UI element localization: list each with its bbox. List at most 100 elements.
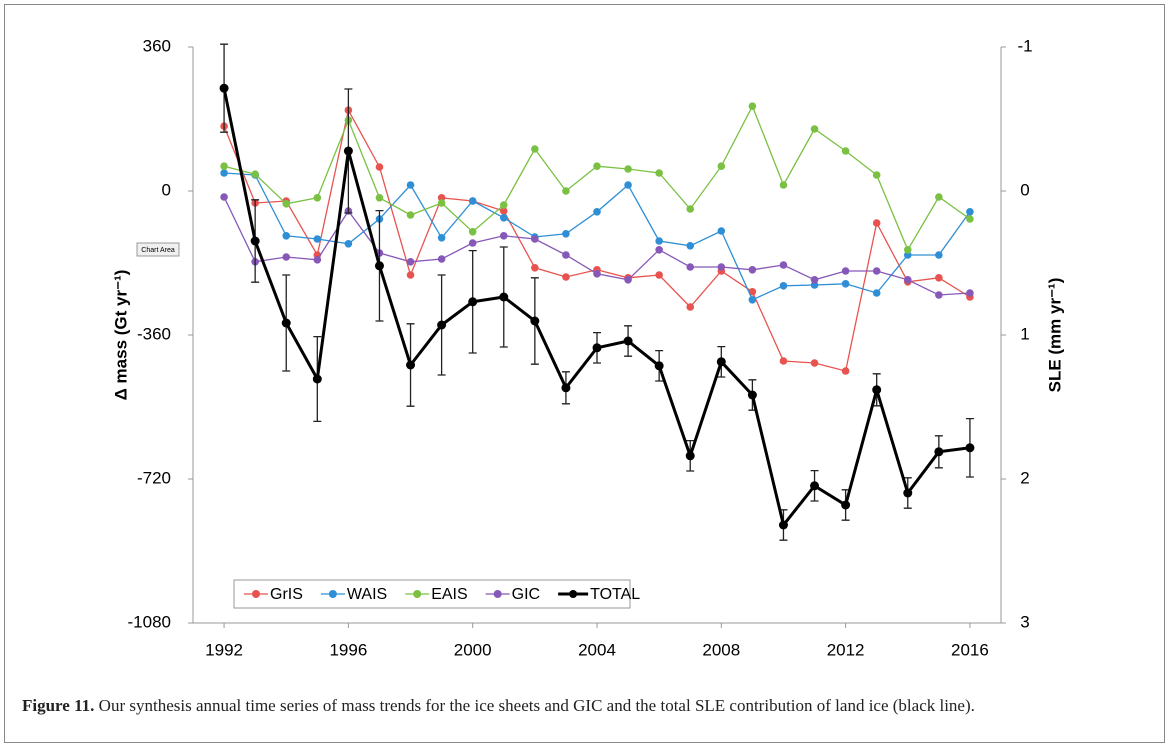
point (624, 181, 632, 189)
point (499, 214, 508, 222)
point (282, 200, 291, 208)
point (468, 197, 477, 205)
point (437, 194, 446, 202)
y-axis-label: Δ mass (Gt yr⁻¹) (111, 270, 130, 401)
y2-tick-label: 3 (1020, 612, 1029, 631)
point (748, 296, 757, 304)
point (623, 336, 633, 346)
point (531, 145, 539, 153)
point (624, 165, 632, 173)
point (841, 267, 850, 275)
tooltip-box (136, 242, 180, 257)
point (250, 236, 260, 246)
point (437, 199, 446, 207)
point (561, 383, 571, 393)
point (686, 303, 695, 311)
y2-tick-label: 2 (1020, 468, 1029, 487)
point (903, 488, 913, 498)
chart: Δ mass (Gt yr⁻¹) SLE (mm yr⁻¹) Chart Are… (111, 36, 1064, 659)
caption-text: Our synthesis annual time series of mass… (98, 696, 975, 715)
point (219, 83, 229, 93)
point (965, 443, 975, 453)
point (935, 251, 943, 259)
point (966, 215, 974, 223)
point (499, 201, 508, 209)
point (779, 261, 788, 269)
point (748, 266, 757, 274)
legend-marker (328, 590, 337, 598)
point (220, 162, 228, 170)
point (872, 219, 881, 227)
legend-marker (252, 590, 260, 598)
point (593, 208, 601, 216)
x-tick-label: 1996 (329, 640, 367, 659)
point (562, 187, 570, 195)
point (872, 267, 881, 275)
caption: Figure 11. Our synthesis annual time ser… (22, 695, 1142, 716)
point (282, 232, 291, 240)
point (374, 261, 384, 271)
point (810, 125, 819, 133)
x-tick-label: 2000 (454, 640, 492, 659)
point (717, 162, 726, 170)
point (592, 343, 602, 353)
point (685, 451, 695, 461)
x-tick-label: 2012 (827, 640, 865, 659)
point (468, 297, 478, 307)
point (251, 170, 259, 178)
point (562, 230, 570, 238)
y-tick-label: 0 (162, 180, 171, 199)
point (282, 253, 291, 261)
point (406, 360, 416, 370)
point (530, 316, 540, 326)
legend-label: GrIS (270, 586, 303, 603)
point (779, 357, 788, 365)
x-tick-label: 2004 (578, 640, 616, 659)
legend-label: EAIS (431, 586, 467, 603)
point (406, 211, 415, 219)
legend-label: GIC (512, 586, 540, 603)
y2-tick-label: 1 (1020, 324, 1029, 343)
point (531, 235, 539, 243)
point (717, 227, 726, 235)
x-tick-label: 2016 (951, 640, 989, 659)
caption-label: Figure 11. (22, 696, 95, 715)
y2-tick-label: -1 (1017, 36, 1032, 55)
point (562, 251, 570, 259)
point (220, 193, 228, 201)
point (872, 289, 881, 297)
point (747, 390, 757, 400)
point (655, 169, 663, 177)
point (437, 320, 447, 330)
point (220, 169, 228, 177)
point (654, 361, 664, 371)
point (841, 147, 850, 155)
point (655, 271, 663, 279)
point (935, 193, 943, 201)
point (686, 263, 695, 271)
point (934, 447, 944, 457)
point (810, 281, 819, 289)
point (499, 292, 509, 302)
point (406, 271, 415, 279)
point (810, 359, 819, 367)
point (810, 276, 819, 284)
y2-axis-label: SLE (mm yr⁻¹) (1045, 278, 1064, 393)
point (313, 194, 322, 202)
point (935, 274, 943, 282)
point (717, 263, 726, 271)
point (903, 276, 912, 284)
point (499, 232, 508, 240)
point (655, 237, 663, 245)
point (468, 228, 477, 236)
point (686, 205, 695, 213)
point (779, 181, 788, 189)
point (375, 163, 384, 171)
point (841, 280, 850, 288)
point (841, 367, 850, 375)
y-tick-label: -360 (137, 324, 171, 343)
point (655, 246, 663, 254)
series-line (222, 87, 971, 529)
legend-label: WAIS (347, 586, 387, 603)
figure-frame (4, 4, 1165, 743)
